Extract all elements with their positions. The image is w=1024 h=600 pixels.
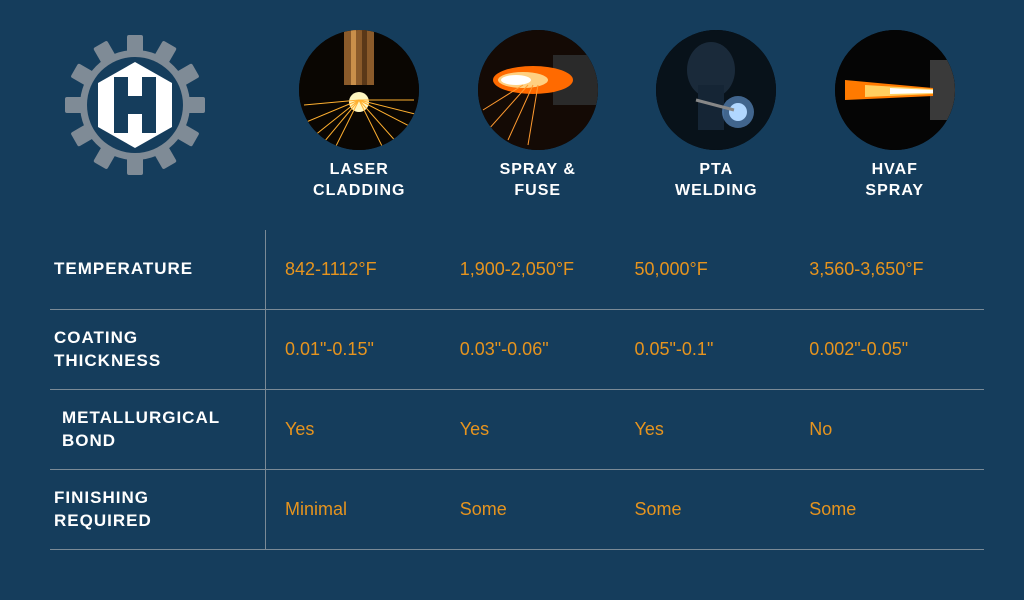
table-row: METALLURGICALBOND Yes Yes Yes No [50, 390, 984, 470]
process-pta-welding: PTA WELDING [627, 30, 806, 202]
table-row: COATINGTHICKNESS 0.01"-0.15" 0.03"-0.06"… [50, 310, 984, 390]
cell: Some [809, 499, 984, 520]
spray-fuse-image [478, 30, 598, 150]
process-label-line2: WELDING [675, 182, 758, 199]
laser-cladding-image [299, 30, 419, 150]
process-label-line1: SPRAY & [500, 161, 576, 178]
pta-welding-image [656, 30, 776, 150]
company-logo [60, 30, 210, 180]
cell: 50,000°F [635, 259, 810, 280]
vertical-divider [265, 230, 266, 550]
process-label-line1: PTA [699, 161, 733, 178]
process-label-line2: FUSE [514, 182, 561, 199]
cell: Minimal [285, 499, 460, 520]
cell: 0.05"-0.1" [635, 339, 810, 360]
cell: Some [460, 499, 635, 520]
cell: Yes [635, 419, 810, 440]
cell: No [809, 419, 984, 440]
process-label-line2: SPRAY [865, 182, 924, 199]
cell: 0.002"-0.05" [809, 339, 984, 360]
hvaf-spray-image [835, 30, 955, 150]
table-row: TEMPERATURE 842-1112°F 1,900-2,050°F 50,… [50, 230, 984, 310]
process-label-line1: HVAF [872, 161, 918, 178]
process-label-line2: CLADDING [313, 182, 405, 199]
row-label-temperature: TEMPERATURE [50, 258, 265, 280]
process-label-line1: LASER [330, 161, 389, 178]
process-spray-fuse: SPRAY & FUSE [449, 30, 628, 202]
cell: Yes [460, 419, 635, 440]
cell: 0.03"-0.06" [460, 339, 635, 360]
table-row: FINISHINGREQUIRED Minimal Some Some Some [50, 470, 984, 550]
comparison-table: TEMPERATURE 842-1112°F 1,900-2,050°F 50,… [50, 230, 984, 570]
cell: 3,560-3,650°F [809, 259, 984, 280]
row-label-coating-thickness: COATINGTHICKNESS [50, 327, 265, 371]
cell: 842-1112°F [285, 259, 460, 280]
process-laser-cladding: LASER CLADDING [270, 30, 449, 202]
row-label-metallurgical-bond: METALLURGICALBOND [50, 407, 265, 451]
process-headers: LASER CLADDING SPRAY & FUSE [270, 30, 984, 202]
cell: 1,900-2,050°F [460, 259, 635, 280]
cell: Some [635, 499, 810, 520]
cell: 0.01"-0.15" [285, 339, 460, 360]
cell: Yes [285, 419, 460, 440]
row-label-finishing-required: FINISHINGREQUIRED [50, 487, 265, 531]
process-hvaf-spray: HVAF SPRAY [806, 30, 985, 202]
